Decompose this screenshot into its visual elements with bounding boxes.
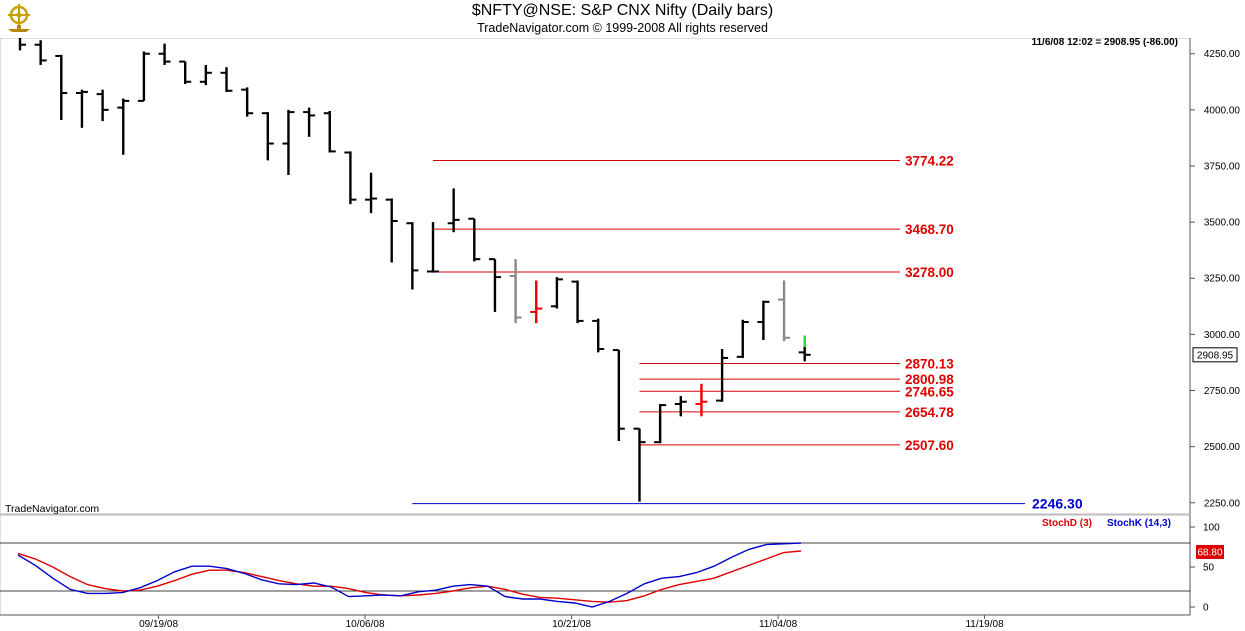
ohlc-bar: [778, 280, 791, 342]
ohlc-bar: [137, 51, 150, 102]
chart-subtitle: TradeNavigator.com © 1999-2008 All right…: [477, 21, 768, 35]
price-y-axis: 2250.00 2500.00 2750.00 3000.00 3250.00 3500.…: [1190, 49, 1240, 509]
price-y-tick-label: 3500.00: [1204, 218, 1241, 229]
ohlc-bar: [75, 89, 88, 128]
ohlc-bar: [158, 43, 171, 65]
stoch-line: [17, 550, 802, 603]
ohlc-bar: [406, 222, 419, 290]
ohlc-bar: [736, 319, 749, 358]
ohlc-bar: [674, 396, 687, 417]
ohlc-bars: [14, 29, 811, 502]
x-tick-label: 09/19/08: [139, 619, 178, 630]
level-label: 3468.70: [905, 222, 954, 237]
x-tick-label: 11/04/08: [759, 619, 798, 630]
stoch-line: [17, 542, 802, 608]
ohlc-bar: [468, 217, 481, 262]
stoch-y-tick-label: 100: [1203, 523, 1220, 534]
ohlc-bar: [633, 427, 646, 502]
ohlc-bar: [571, 280, 584, 324]
ohlc-bar: [427, 222, 439, 273]
ohlc-bar: [695, 383, 708, 417]
stoch-series: [17, 542, 802, 608]
gold-ship-wheel-icon: [4, 3, 34, 38]
stoch-value-text: 68.80: [1197, 547, 1222, 558]
level-label: 2654.78: [905, 405, 954, 420]
ohlc-bar: [220, 67, 233, 92]
level-label: 3774.22: [905, 154, 954, 169]
level-label: 2746.65: [905, 384, 954, 399]
watermark-text: TradeNavigator.com: [5, 503, 99, 515]
ohlc-bar: [282, 109, 295, 175]
price-panel: 2250.00 2500.00 2750.00 3000.00 3250.00 3500.…: [0, 29, 1240, 515]
price-y-tick-label: 4000.00: [1204, 105, 1241, 116]
ohlc-bar: [303, 107, 316, 137]
ohlc-bar: [757, 300, 770, 340]
ohlc-bar: [365, 172, 378, 214]
stoch-value-label: 68.80: [1196, 544, 1224, 559]
ohlc-bar: [716, 348, 729, 402]
stoch-plot-area: [0, 514, 1191, 616]
ohlc-bar: [199, 64, 212, 86]
ohlc-bar: [241, 87, 254, 117]
ohlc-bar: [654, 403, 667, 444]
ohlc-bar: [344, 151, 357, 205]
x-tick-label: 11/19/08: [965, 619, 1004, 630]
ohlc-bar: [55, 54, 68, 120]
stoch-y-axis: 0 50 100: [1190, 523, 1220, 614]
ohlc-bar: [488, 258, 501, 312]
ohlc-bar: [34, 40, 47, 65]
stochastic-panel: 0 50 100 StochD (3) StochK (14,3) 68.80: [0, 514, 1224, 616]
stoch-y-tick-label: 0: [1203, 603, 1209, 614]
quote-readout: 11/6/08 12:02 = 2908.95 (-86.00): [1031, 37, 1178, 48]
support-resistance-levels: 3774.22 3468.70 3278.00 2870.132800.982746.…: [412, 154, 1083, 512]
chart-header: $NFTY@NSE: S&P CNX Nifty (Daily bars) Tr…: [0, 0, 1245, 38]
level-label: 2246.30: [1032, 496, 1083, 512]
price-y-tick-label: 2750.00: [1204, 386, 1241, 397]
ohlc-bar: [592, 318, 605, 353]
last-price-value: 2908.95: [1197, 350, 1234, 361]
ohlc-bar: [798, 346, 811, 362]
ohlc-bar: [509, 259, 522, 324]
ohlc-bar: [612, 349, 625, 442]
x-tick-label: 10/21/08: [552, 619, 591, 630]
ohlc-bar: [550, 277, 563, 309]
price-y-tick-label: 4250.00: [1204, 49, 1241, 60]
x-axis: 09/19/08 10/06/08 10/21/08 11/04/08 11/19/08: [0, 614, 1190, 630]
ohlc-bar: [261, 112, 274, 161]
price-plot-area: [0, 37, 1191, 515]
ohlc-bar: [323, 110, 336, 153]
price-y-tick-label: 2500.00: [1204, 442, 1241, 453]
level-label: 2507.60: [905, 438, 954, 453]
stoch-y-tick-label: 50: [1203, 563, 1215, 574]
x-tick-label: 10/06/08: [346, 619, 385, 630]
price-y-tick-label: 3000.00: [1204, 330, 1241, 341]
ohlc-bar: [117, 98, 130, 155]
price-y-tick-label: 3250.00: [1204, 274, 1241, 285]
chart-title: $NFTY@NSE: S&P CNX Nifty (Daily bars): [471, 2, 774, 19]
stoch-k-legend: StochK (14,3): [1107, 518, 1171, 529]
stoch-reference-lines: [0, 542, 1190, 592]
ohlc-bar: [96, 89, 109, 122]
last-price-label: 2908.95: [1192, 347, 1238, 363]
ohlc-bar: [385, 198, 398, 263]
level-label: 3278.00: [905, 265, 954, 280]
stoch-d-legend: StochD (3): [1042, 518, 1092, 529]
price-y-tick-label: 3750.00: [1204, 161, 1241, 172]
level-label: 2800.98: [905, 372, 954, 387]
ohlc-bar: [530, 280, 543, 324]
ohlc-bar: [179, 60, 192, 85]
price-y-tick-label: 2250.00: [1204, 498, 1241, 509]
level-label: 2870.13: [905, 357, 954, 372]
ohlc-bar: [447, 188, 460, 233]
